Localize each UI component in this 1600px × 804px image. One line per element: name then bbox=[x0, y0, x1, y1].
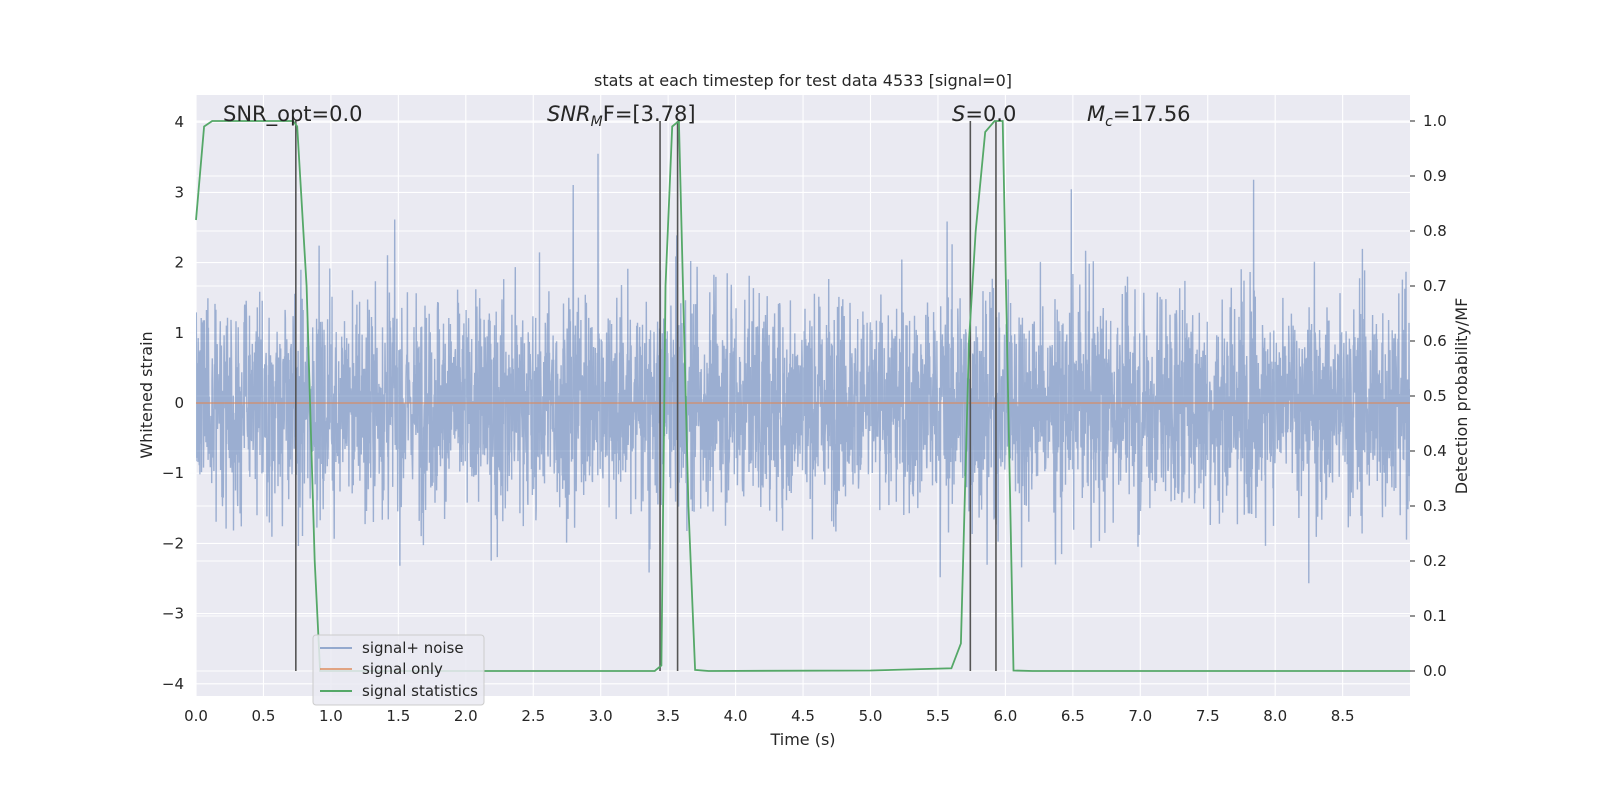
x-tick-label: 3.5 bbox=[656, 707, 680, 725]
y-tick-label: −3 bbox=[162, 605, 184, 623]
annotation-snr-mf-sub: M bbox=[591, 114, 603, 130]
annotation-mc-suffix: =17.56 bbox=[1113, 102, 1191, 126]
x-tick-label: 4.5 bbox=[791, 707, 815, 725]
y-right-tick-label: 0.6 bbox=[1423, 332, 1447, 350]
annotation-s-suffix: =0.0 bbox=[965, 102, 1016, 126]
annotation-s-italic: S bbox=[952, 102, 965, 126]
y-tick-label: 2 bbox=[174, 254, 184, 272]
y-tick-label: −1 bbox=[162, 464, 184, 482]
y-right-tick-label: 0.0 bbox=[1423, 662, 1447, 680]
x-tick-label: 2.0 bbox=[454, 707, 478, 725]
legend-label-signal-noise: signal+ noise bbox=[362, 639, 464, 657]
y-axis-label: Whitened strain bbox=[137, 331, 156, 458]
legend-box bbox=[312, 634, 485, 706]
series-signal-noise bbox=[196, 153, 1410, 584]
y-tick-label: −4 bbox=[162, 675, 184, 693]
y-right-tick-label: 0.3 bbox=[1423, 497, 1447, 515]
legend-label-signal-statistics: signal statistics bbox=[362, 682, 478, 700]
x-tick-label: 1.5 bbox=[386, 707, 410, 725]
x-tick-label: 8.0 bbox=[1263, 707, 1287, 725]
x-tick-label: 7.0 bbox=[1128, 707, 1152, 725]
y-tick-label: −2 bbox=[162, 534, 184, 552]
y-right-tick-label: 1.0 bbox=[1423, 112, 1447, 130]
series-signal-statistics bbox=[195, 119, 1411, 672]
y-right-tick-label: 0.2 bbox=[1423, 552, 1447, 570]
annotation-snr-mf-suffix: F=[3.78] bbox=[603, 102, 696, 126]
x-tick-label: 0.5 bbox=[252, 707, 276, 725]
chart-title: stats at each timestep for test data 453… bbox=[594, 71, 1012, 90]
y-tick-label: 4 bbox=[174, 113, 184, 131]
vertical-markers bbox=[195, 119, 1411, 672]
x-tick-label: 7.5 bbox=[1196, 707, 1220, 725]
x-tick-label: 2.5 bbox=[521, 707, 545, 725]
y-tick-label: 1 bbox=[174, 324, 184, 342]
x-tick-label: 3.0 bbox=[589, 707, 613, 725]
legend: signal+ noise signal only signal statist… bbox=[312, 634, 485, 706]
y-right-tick-label: 0.5 bbox=[1423, 387, 1447, 405]
annotation-s: S=0.0 bbox=[952, 102, 1016, 126]
x-tick-label: 8.5 bbox=[1331, 707, 1355, 725]
x-tick-label: 4.0 bbox=[724, 707, 748, 725]
y-right-tick-label: 0.8 bbox=[1423, 222, 1447, 240]
annotation-snr-mf: SNRMF=[3.78] bbox=[547, 102, 696, 130]
x-tick-label: 0.0 bbox=[184, 707, 208, 725]
x-tick-label: 5.0 bbox=[859, 707, 883, 725]
y-right-axis-ticks: 1.0 0.9 0.8 0.7 0.6 0.5 0.4 0.3 0.2 0.1 0.0 bbox=[1410, 112, 1447, 680]
x-tick-label: 6.5 bbox=[1061, 707, 1085, 725]
y-right-tick-label: 0.7 bbox=[1423, 277, 1447, 295]
annotation-mc-italic: M bbox=[1087, 102, 1105, 126]
annotation-snr-mf-prefix: SNR bbox=[547, 102, 591, 126]
x-axis-ticks: 0.0 0.5 1.0 1.5 2.0 2.5 3.0 3.5 4.0 4.5 5.0 5.5 6.0 6… bbox=[184, 707, 1355, 725]
series-layer bbox=[196, 153, 1410, 584]
y-right-tick-label: 0.9 bbox=[1423, 167, 1447, 185]
y-right-tick-label: 0.4 bbox=[1423, 442, 1447, 460]
annotation-mc-sub: c bbox=[1105, 114, 1113, 130]
y-axis-ticks: 4 3 2 1 0 −1 −2 −3 −4 bbox=[162, 113, 184, 693]
y-right-axis-label: Detection probability/MF bbox=[1452, 298, 1471, 495]
annotation-snr-opt: SNR_opt=0.0 bbox=[223, 102, 363, 127]
x-tick-label: 5.5 bbox=[926, 707, 950, 725]
y-tick-label: 3 bbox=[174, 183, 184, 201]
x-tick-label: 6.0 bbox=[993, 707, 1017, 725]
annotation-mc: Mc=17.56 bbox=[1087, 102, 1191, 130]
x-tick-label: 1.0 bbox=[319, 707, 343, 725]
y-right-tick-label: 0.1 bbox=[1423, 607, 1447, 625]
legend-label-signal-only: signal only bbox=[362, 660, 443, 678]
y-tick-label: 0 bbox=[174, 394, 184, 412]
x-axis-label: Time (s) bbox=[769, 730, 835, 749]
